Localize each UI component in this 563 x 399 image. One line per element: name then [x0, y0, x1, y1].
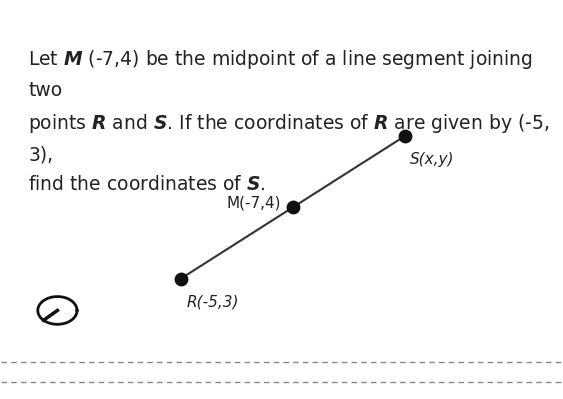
- Point: [400, 133, 409, 139]
- Text: R(-5,3): R(-5,3): [186, 294, 239, 310]
- Text: M(-7,4): M(-7,4): [227, 196, 282, 211]
- Point: [288, 204, 297, 211]
- Point: [176, 276, 185, 282]
- Text: S(x,y): S(x,y): [410, 152, 455, 167]
- Text: Let $\boldsymbol{M}$ (-7,4) be the midpoint of a line segment joining two
points: Let $\boldsymbol{M}$ (-7,4) be the midpo…: [28, 48, 549, 194]
